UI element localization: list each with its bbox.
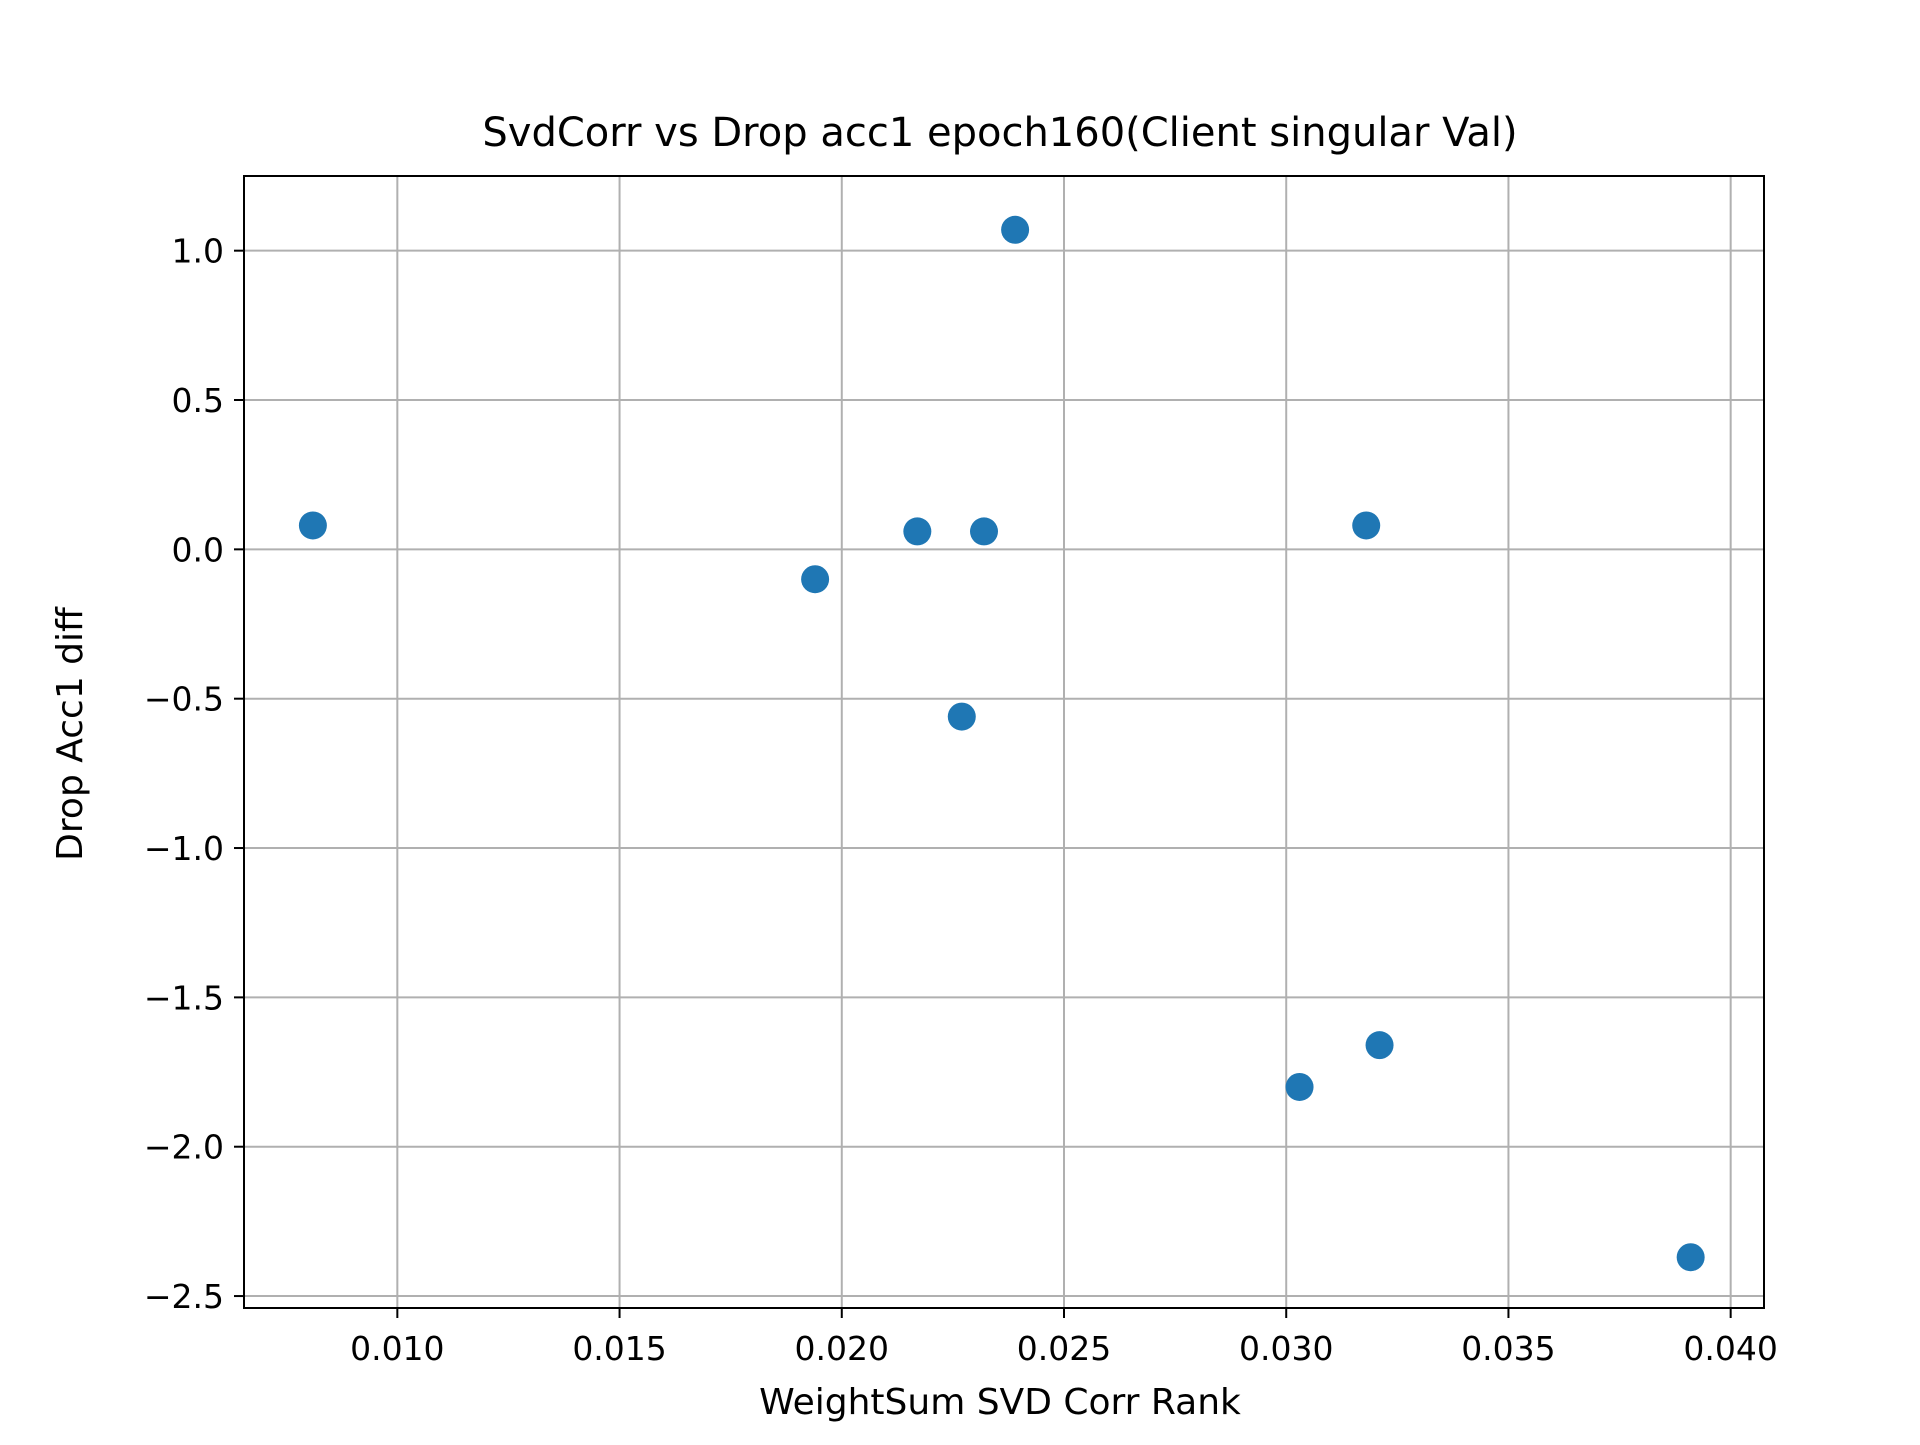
x-tick-label: 0.025 bbox=[1017, 1329, 1111, 1368]
y-tick-label: −2.5 bbox=[144, 1277, 224, 1316]
y-tick-label: −0.5 bbox=[144, 680, 224, 719]
plot-frame bbox=[243, 175, 1765, 1309]
x-tick-label: 0.010 bbox=[350, 1329, 444, 1368]
x-tick-label: 0.015 bbox=[572, 1329, 666, 1368]
data-point bbox=[947, 702, 976, 731]
data-point bbox=[903, 517, 932, 546]
x-tick-label: 0.030 bbox=[1239, 1329, 1333, 1368]
x-tick-label: 0.020 bbox=[795, 1329, 889, 1368]
y-tick-label: −2.0 bbox=[144, 1128, 224, 1167]
grid-lines bbox=[244, 176, 1764, 1308]
data-points bbox=[298, 215, 1705, 1272]
data-point bbox=[1001, 215, 1030, 244]
data-point bbox=[298, 511, 327, 540]
x-axis-label: WeightSum SVD Corr Rank bbox=[759, 1382, 1241, 1423]
y-tick-label: 0.0 bbox=[172, 530, 224, 569]
y-tick-label: 1.0 bbox=[172, 232, 224, 271]
data-point bbox=[1365, 1031, 1394, 1060]
data-point bbox=[1352, 511, 1381, 540]
y-tick-label: −1.0 bbox=[144, 829, 224, 868]
y-tick-label: 0.5 bbox=[172, 381, 224, 420]
chart-title: SvdCorr vs Drop acc1 epoch160(Client sin… bbox=[482, 110, 1517, 156]
data-point bbox=[970, 517, 998, 546]
data-point bbox=[1285, 1072, 1314, 1101]
axis-ticks: 0.010 0.015 0.020 0.025 0.030 0.035 0.040 1.0 0.… bbox=[144, 232, 1778, 1368]
data-point bbox=[1676, 1243, 1705, 1272]
y-tick-label: −1.5 bbox=[144, 978, 224, 1017]
data-point bbox=[801, 565, 830, 594]
x-tick-label: 0.040 bbox=[1683, 1329, 1777, 1368]
y-axis-label: Drop Acc1 diff bbox=[50, 606, 91, 861]
x-tick-label: 0.035 bbox=[1461, 1329, 1555, 1368]
